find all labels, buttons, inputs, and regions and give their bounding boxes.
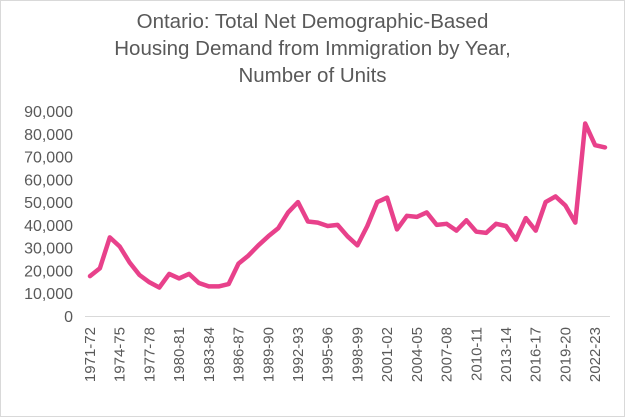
x-tick-label: 2007-08 (439, 327, 456, 382)
x-tick-label: 1983-84 (201, 327, 218, 382)
x-tick-label: 2019-20 (557, 327, 574, 382)
chart-title-line-3: Number of Units (238, 64, 387, 87)
data-point (177, 276, 181, 280)
chart-title: Ontario: Total Net Demographic-Based Hou… (0, 8, 625, 89)
y-tick-label: 40,000 (24, 218, 73, 235)
data-point (266, 234, 270, 238)
data-point (227, 282, 231, 286)
x-tick-label: 1998-99 (349, 327, 366, 382)
data-point (464, 218, 468, 222)
data-point (445, 222, 449, 226)
data-point (504, 224, 508, 228)
data-point (286, 210, 290, 214)
series-points (88, 122, 607, 290)
y-tick-label: 60,000 (24, 172, 73, 189)
y-tick-label: 20,000 (24, 263, 73, 280)
series-line (87, 121, 608, 290)
data-point (514, 238, 518, 242)
x-tick-label: 1995-96 (320, 327, 337, 382)
y-tick-label: 10,000 (24, 286, 73, 303)
data-point (157, 286, 161, 290)
data-point (355, 243, 359, 247)
y-axis-ticks: 0 10,000 20,000 30,000 40,000 50,000 60,000 70,… (24, 104, 73, 326)
x-tick-label: 1989-90 (260, 327, 277, 382)
data-point (563, 204, 567, 208)
data-point (296, 200, 300, 204)
data-point (544, 200, 548, 204)
data-point (573, 221, 577, 225)
data-point (246, 254, 250, 258)
data-point (365, 224, 369, 228)
x-tick-label: 1974-75 (112, 327, 129, 382)
data-point (88, 274, 92, 278)
y-tick-label: 80,000 (24, 127, 73, 144)
data-point (197, 281, 201, 285)
data-point (187, 272, 191, 276)
data-point (415, 215, 419, 219)
x-tick-label: 1986-87 (231, 327, 248, 382)
x-tick-label: 2004-05 (409, 327, 426, 382)
data-point (306, 220, 310, 224)
data-point (108, 235, 112, 239)
data-point (583, 122, 587, 126)
x-tick-label: 1977-78 (141, 327, 158, 382)
data-point (534, 229, 538, 233)
x-tick-label: 1971-72 (82, 327, 99, 382)
chart-title-line-2: Housing Demand from Immigration by Year, (114, 37, 511, 60)
data-point (217, 284, 221, 288)
data-point (316, 221, 320, 225)
data-point (276, 226, 280, 230)
data-point (474, 230, 478, 234)
data-point (425, 210, 429, 214)
data-point (554, 194, 558, 198)
x-tick-label: 2010-11 (468, 327, 485, 381)
data-point (375, 200, 379, 204)
x-tick-label: 2013-14 (498, 327, 515, 382)
y-tick-label: 50,000 (24, 195, 73, 212)
data-point (385, 196, 389, 200)
data-point (128, 261, 132, 265)
chart-title-line-1: Ontario: Total Net Demographic-Based (136, 10, 489, 33)
data-point (256, 243, 260, 247)
x-axis-ticks: 1971-72 1974-75 1977-78 1980-81 1983-84 1986-… (82, 327, 604, 382)
x-tick-label: 2022-23 (587, 327, 604, 382)
x-tick-label: 1980-81 (171, 327, 188, 382)
data-point (167, 272, 171, 276)
data-point (147, 280, 151, 284)
data-point (98, 266, 102, 270)
x-tick-label: 1992-93 (290, 327, 307, 382)
x-tick-label: 2016-17 (528, 327, 545, 382)
data-point (405, 214, 409, 218)
data-point (207, 284, 211, 288)
data-point (435, 223, 439, 227)
data-point (524, 216, 528, 220)
data-point (484, 231, 488, 235)
y-tick-label: 0 (64, 309, 73, 326)
data-point (237, 262, 241, 266)
data-point (395, 227, 399, 231)
data-point (336, 223, 340, 227)
data-point (118, 245, 122, 249)
data-point (593, 143, 597, 147)
data-point (138, 273, 142, 277)
data-point (346, 234, 350, 238)
y-tick-label: 90,000 (24, 104, 73, 121)
y-tick-label: 70,000 (24, 150, 73, 167)
data-point (494, 222, 498, 226)
y-tick-label: 30,000 (24, 241, 73, 258)
data-point (326, 224, 330, 228)
x-tick-label: 2001-02 (379, 327, 396, 382)
data-point (603, 145, 607, 149)
data-point (455, 229, 459, 233)
